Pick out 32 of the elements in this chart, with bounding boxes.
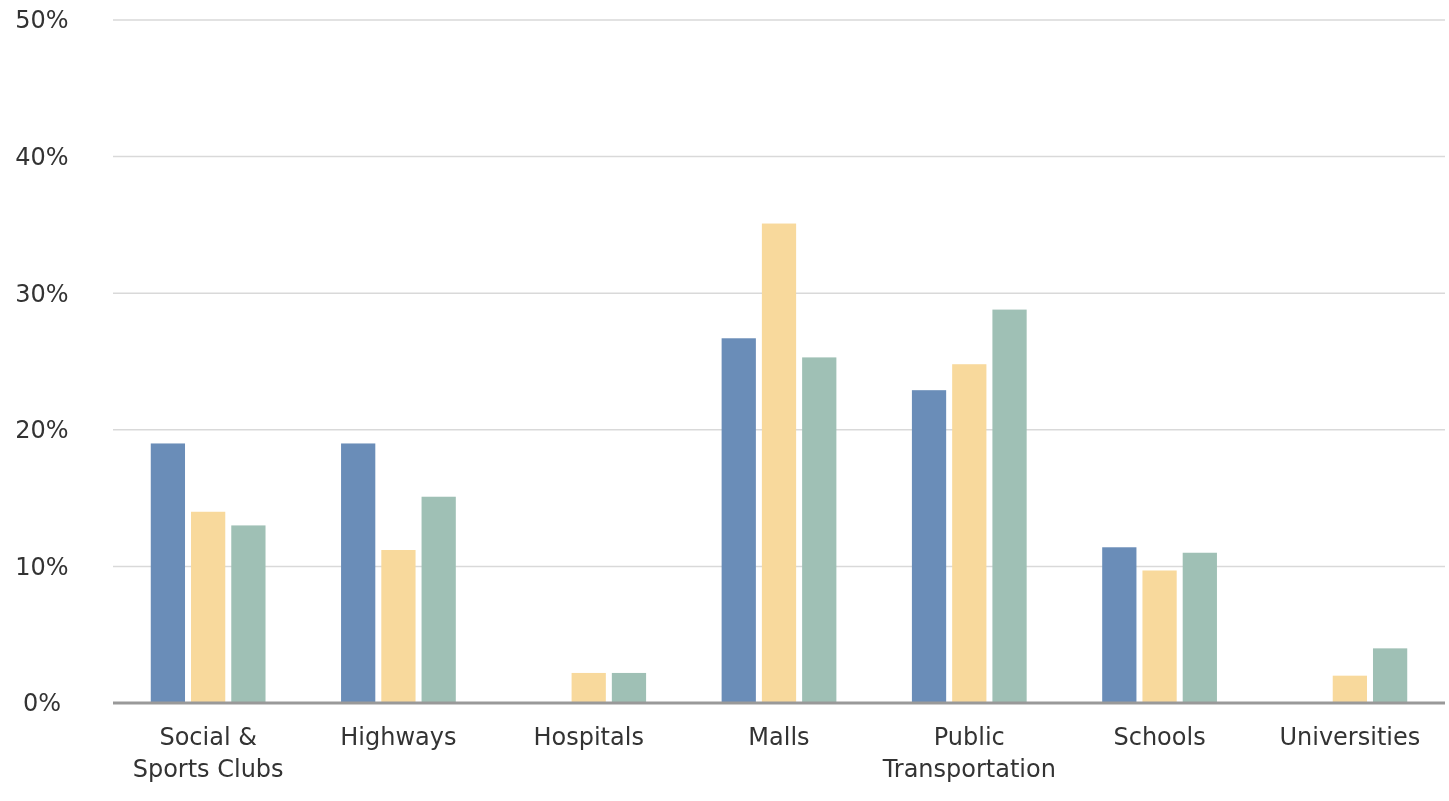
bar bbox=[911, 390, 947, 703]
y-tick-label: 50% bbox=[15, 6, 69, 35]
y-tick-label: 20% bbox=[15, 416, 69, 445]
y-tick-label: 40% bbox=[15, 143, 69, 171]
x-tick-label: Public Transportation bbox=[881, 723, 1056, 783]
x-tick-label: Universities bbox=[1279, 723, 1421, 751]
bar bbox=[802, 357, 837, 703]
x-tick-label: Schools bbox=[1113, 723, 1206, 751]
bar bbox=[341, 443, 376, 703]
bar bbox=[952, 364, 987, 703]
bar bbox=[1332, 675, 1367, 703]
bar bbox=[571, 672, 606, 703]
bar bbox=[1182, 552, 1217, 703]
bar bbox=[421, 496, 456, 703]
x-tick-label: Social & Sports Clubs bbox=[132, 723, 284, 783]
bar bbox=[992, 309, 1027, 703]
bar bbox=[1102, 547, 1137, 703]
bar bbox=[231, 525, 266, 703]
x-tick-label: Malls bbox=[748, 723, 810, 751]
bar bbox=[1372, 648, 1408, 703]
bar bbox=[381, 550, 416, 703]
bar bbox=[191, 511, 226, 703]
y-tick-label: 0% bbox=[22, 689, 62, 718]
bar bbox=[150, 443, 186, 703]
x-tick-label: Highways bbox=[340, 723, 457, 751]
bar bbox=[611, 672, 647, 703]
x-tick-label: Hospitals bbox=[533, 723, 644, 751]
bar bbox=[1142, 570, 1177, 703]
bar bbox=[761, 223, 797, 703]
bar bbox=[721, 338, 756, 703]
y-tick-label: 10% bbox=[15, 552, 69, 581]
y-tick-label: 30% bbox=[15, 279, 69, 308]
